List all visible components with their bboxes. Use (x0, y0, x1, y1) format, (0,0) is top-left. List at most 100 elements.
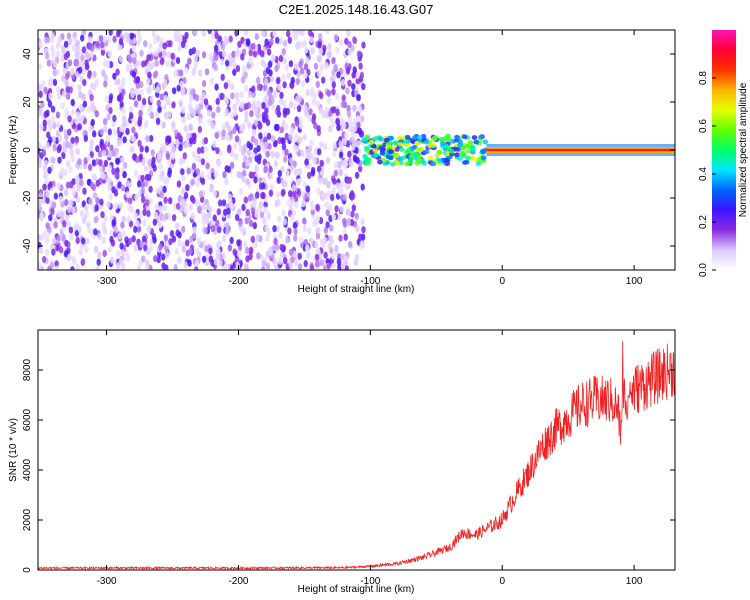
spectrogram-cell (351, 71, 356, 79)
spectrogram-cell (120, 184, 126, 192)
colorbar-tick-label: 0.2 (698, 215, 709, 229)
spectrogram-cell (163, 79, 168, 87)
spectrogram-cell (388, 155, 394, 161)
spectrogram-cell (314, 241, 319, 249)
spectrogram-cell (162, 102, 167, 110)
spectrogram-cell (41, 149, 47, 157)
spectrogram-cell (310, 167, 316, 175)
spectrogram-cell (282, 110, 288, 118)
spectrogram-cell (129, 32, 134, 40)
spectrogram-cell (308, 108, 313, 116)
spectrogram-cell (311, 98, 316, 106)
spectrogram-cell (53, 221, 58, 229)
spectrogram-cell (446, 137, 453, 143)
spectrogram-cell (295, 178, 301, 186)
spectrogram-cell (38, 107, 43, 115)
spectrogram-cell (123, 161, 128, 169)
spectrogram-cell (212, 214, 217, 222)
spectrogram-cell (271, 244, 276, 252)
spectrogram-cell (232, 68, 237, 76)
spectrogram-cell (336, 71, 341, 79)
spectrogram-cell (176, 180, 182, 188)
spectrogram-cell (200, 158, 206, 166)
spectrogram-cell (335, 46, 340, 54)
y-tick-label: 20 (22, 96, 33, 108)
spectrogram-cell (237, 171, 242, 179)
spectrogram-cell (315, 100, 320, 108)
spectrogram-cell (227, 125, 232, 133)
spectrogram-cell (319, 63, 324, 71)
y-tick-label: 0 (22, 567, 33, 573)
spectrogram-cell (215, 147, 220, 155)
spectrogram-cell (244, 116, 249, 124)
spectrogram-cell (160, 57, 165, 65)
spectrogram-cell (337, 188, 343, 196)
spectrogram-cell (412, 135, 418, 140)
spectrogram-cell (213, 64, 218, 72)
spectrogram-cell (224, 38, 229, 46)
spectrogram-cell (272, 30, 277, 38)
spectrogram-cell (232, 103, 237, 111)
spectrogram-cell (154, 203, 160, 211)
spectrogram-cell (214, 83, 219, 91)
spectrogram-cell (201, 51, 207, 59)
spectrogram-cell (335, 117, 340, 125)
spectrogram-cell (69, 181, 74, 189)
spectrogram-cell (292, 30, 297, 36)
spectrogram-cell (326, 50, 332, 58)
spectrogram-cell (43, 160, 49, 168)
spectrogram-cell (143, 121, 148, 129)
spectrogram-cell (53, 192, 59, 200)
spectrogram-cell (75, 263, 80, 270)
spectrogram-cell (174, 247, 180, 256)
spectrogram-cell (161, 121, 166, 129)
spectrogram-cell (296, 30, 301, 36)
spectrogram-cell (97, 232, 102, 241)
spectrogram-cell (135, 82, 141, 90)
spectrogram-cell (38, 161, 42, 169)
spectrogram-cell (66, 220, 72, 228)
spectrogram-cell (249, 110, 254, 118)
spectrogram-cell (258, 182, 264, 190)
spectrogram-cell (96, 258, 101, 266)
spectrogram-cell (44, 178, 49, 186)
spectrogram-cell (241, 203, 246, 212)
spectrogram-cell (256, 252, 261, 260)
spectrogram-cell (158, 42, 163, 51)
spectrogram-cell (171, 214, 177, 222)
spectrogram-cell (354, 171, 360, 179)
spectrogram-cell (348, 160, 353, 168)
spectrogram-cell (281, 143, 287, 151)
spectrogram-cell (340, 263, 346, 270)
spectrogram-cell (132, 57, 137, 65)
spectrogram-cell (361, 226, 366, 234)
spectrogram-cell (275, 225, 280, 233)
spectrogram-cell (281, 209, 286, 217)
spectrogram-cell (121, 215, 126, 223)
spectrogram-cell (248, 49, 253, 57)
spectrogram-cell (397, 157, 404, 163)
spectrogram-cell (216, 105, 221, 114)
spectrogram-cell (345, 66, 351, 75)
spectrogram-cell (293, 234, 298, 242)
spectrogram-cell (45, 190, 51, 198)
spectrogram-cell (41, 255, 47, 264)
spectrogram-cell (60, 102, 65, 110)
y-tick-label: 0 (22, 147, 33, 153)
spectrogram-cell (128, 106, 134, 114)
spectrogram-cell (244, 102, 249, 111)
spectrogram-cell (283, 257, 288, 265)
spectrogram-cell (280, 165, 285, 173)
spectrogram-cell (240, 53, 245, 61)
spectrogram-cell (162, 145, 167, 153)
spectrogram-cell (88, 36, 93, 44)
spectrogram-cell (258, 201, 263, 209)
colorbar-label: Normalized spectral amplitude (738, 82, 749, 217)
spectrogram-cell (465, 155, 471, 161)
spectrogram-cell (177, 239, 182, 247)
spectrogram-cell (270, 135, 276, 143)
spectrogram-cell (312, 91, 318, 100)
spectrogram-cell (243, 196, 248, 204)
spectrogram-cell (183, 191, 189, 200)
